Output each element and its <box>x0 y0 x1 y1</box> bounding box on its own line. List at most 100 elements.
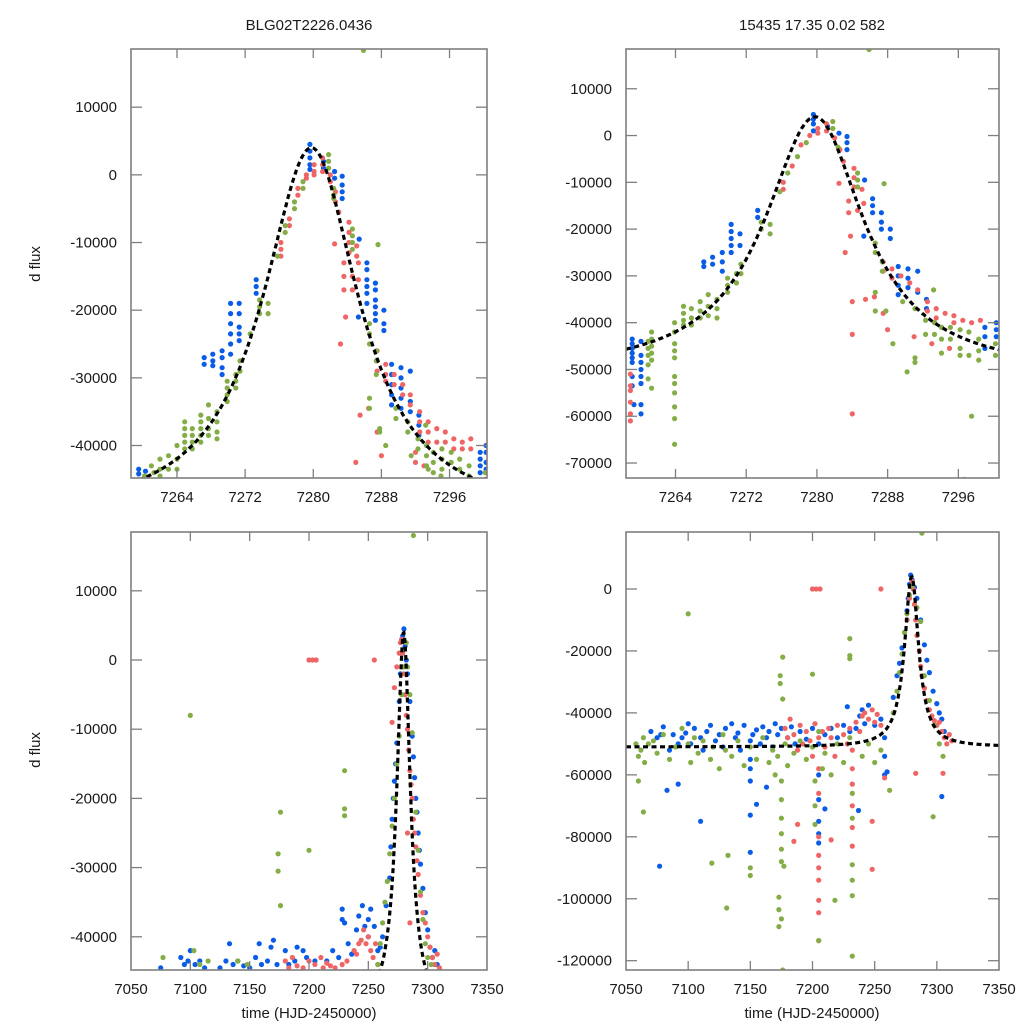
data-point-blue <box>415 830 421 836</box>
data-point-green <box>393 415 399 422</box>
data-point-green <box>650 738 657 744</box>
plot-frame <box>625 531 1000 971</box>
data-point-blue <box>368 906 374 912</box>
data-point-red <box>371 657 377 663</box>
data-point-green <box>957 352 963 358</box>
data-point-green <box>635 753 642 759</box>
data-point-green <box>855 177 861 183</box>
data-point-green <box>785 170 791 176</box>
data-point-blue <box>895 263 901 270</box>
data-point-blue <box>701 263 707 270</box>
y-tick-label: -30000 <box>70 860 117 877</box>
data-point-red <box>780 179 786 185</box>
data-point-green <box>777 189 783 195</box>
data-point-red <box>849 781 855 787</box>
data-point-green <box>803 756 809 763</box>
data-point-blue <box>638 366 644 373</box>
data-point-green <box>700 738 706 744</box>
data-point-red <box>944 741 950 747</box>
data-point-green <box>649 357 655 363</box>
data-point-green <box>855 184 861 190</box>
data-point-green <box>265 300 271 306</box>
data-point-red <box>327 172 333 178</box>
data-point-green <box>760 735 766 741</box>
data-point-red <box>924 299 931 305</box>
data-point-green <box>883 308 889 314</box>
data-point-blue <box>364 300 370 306</box>
xlabel-bottom-right: time (HJD-2450000) <box>744 1005 879 1022</box>
data-point-blue <box>735 730 741 736</box>
data-point-red <box>828 837 834 843</box>
data-point-green <box>720 732 726 738</box>
data-point-green <box>148 463 154 469</box>
data-point-green <box>679 725 685 732</box>
data-point-red <box>318 954 324 961</box>
data-point-green <box>408 453 414 459</box>
data-point-blue <box>629 336 635 342</box>
data-point-blue <box>728 242 734 249</box>
data-point-red <box>797 722 803 728</box>
x-tick-label: 7264 <box>160 489 193 506</box>
data-point-blue <box>741 722 747 728</box>
data-point-green <box>375 961 381 968</box>
data-point-blue <box>844 140 850 146</box>
data-point-red <box>834 722 841 728</box>
data-point-red <box>282 958 288 964</box>
data-point-red <box>370 954 376 961</box>
data-point-blue <box>210 358 216 364</box>
data-point-green <box>680 310 687 316</box>
data-point-blue <box>629 350 635 356</box>
data-point-green <box>275 851 281 857</box>
data-point-blue <box>728 249 734 256</box>
data-point-green <box>640 809 647 815</box>
data-point-blue <box>228 331 234 337</box>
data-point-green <box>725 275 731 281</box>
data-point-blue <box>372 304 378 310</box>
data-point-green <box>420 916 426 923</box>
y-tick-label: -80000 <box>565 829 612 846</box>
data-point-green <box>725 852 731 859</box>
data-point-green <box>849 953 855 959</box>
y-tick-label: -20000 <box>565 643 612 660</box>
data-point-red <box>815 130 821 136</box>
data-point-red <box>400 382 406 388</box>
data-point-red <box>341 287 347 293</box>
data-point-blue <box>844 133 850 140</box>
data-point-red <box>327 963 333 969</box>
data-point-red <box>907 280 913 286</box>
data-point-red <box>816 877 822 883</box>
data-point-green <box>780 696 786 702</box>
data-point-blue <box>388 844 394 850</box>
data-point-blue <box>710 254 716 260</box>
data-point-blue <box>381 321 387 327</box>
data-point-green <box>413 809 419 815</box>
data-point-blue <box>356 913 362 919</box>
data-point-green <box>366 405 373 411</box>
data-point-blue <box>407 409 413 415</box>
data-point-red <box>936 719 942 725</box>
data-point-green <box>777 680 783 687</box>
data-point-green <box>417 889 424 895</box>
data-point-blue <box>816 818 822 824</box>
data-point-blue <box>870 210 876 216</box>
data-point-red <box>312 961 318 968</box>
data-point-green <box>423 453 430 459</box>
data-point-blue <box>228 321 234 327</box>
data-point-red <box>355 260 361 266</box>
data-point-red <box>343 314 349 320</box>
data-point-blue <box>142 468 149 474</box>
data-point-green <box>425 466 431 472</box>
data-point-green <box>966 329 972 335</box>
data-point-green <box>797 738 803 744</box>
data-point-red <box>832 753 838 759</box>
data-point-blue <box>253 954 259 961</box>
data-point-green <box>887 787 893 793</box>
data-point-green <box>735 738 741 744</box>
data-point-green <box>747 872 753 879</box>
data-point-blue <box>882 753 888 759</box>
data-point-blue <box>236 331 242 337</box>
data-point-blue <box>202 965 208 970</box>
data-point-blue <box>861 233 867 239</box>
x-tick-label: 7150 <box>233 981 266 998</box>
data-point-blue <box>638 338 644 344</box>
